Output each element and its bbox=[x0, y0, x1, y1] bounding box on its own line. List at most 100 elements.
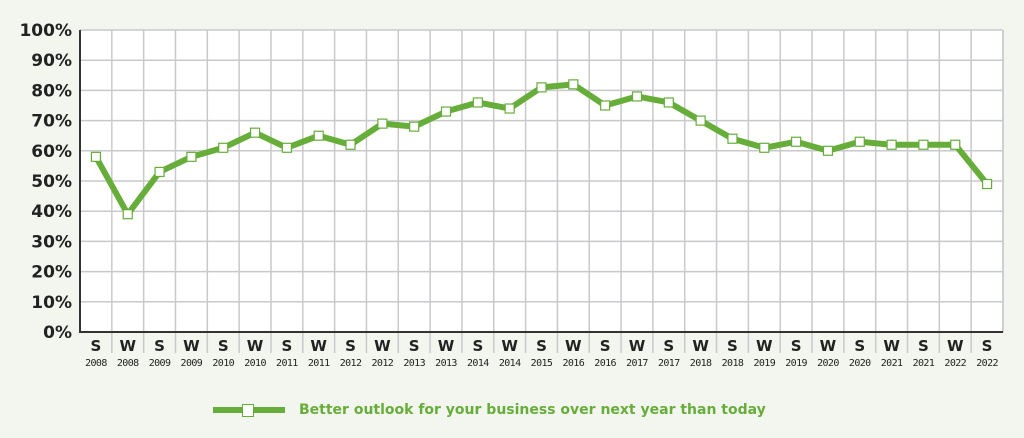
x-tick-year: 2020 bbox=[817, 358, 839, 369]
x-tick-year: 2016 bbox=[562, 358, 584, 369]
x-tick-season: W bbox=[374, 337, 391, 355]
data-point-marker bbox=[695, 115, 706, 126]
x-tick-year: 2014 bbox=[467, 358, 489, 369]
x-tick-season: W bbox=[247, 337, 264, 355]
data-point-marker bbox=[345, 139, 356, 150]
x-axis-tick-labels: S 2008 W 2008 S 2009 W 2009 S 2010 W 2010 S 2011 W 2011… bbox=[85, 337, 999, 369]
data-point-marker bbox=[886, 139, 897, 150]
data-point-marker bbox=[281, 142, 292, 153]
data-point-marker bbox=[218, 142, 229, 153]
x-tick-season: S bbox=[918, 337, 929, 355]
x-tick-year: 2011 bbox=[308, 358, 330, 369]
data-point-marker bbox=[568, 79, 579, 90]
x-tick-year: 2016 bbox=[594, 358, 616, 369]
x-tick-season: S bbox=[472, 337, 483, 355]
data-point-marker bbox=[981, 178, 993, 190]
x-tick-year: 2019 bbox=[785, 358, 807, 369]
data-point-marker bbox=[727, 133, 738, 144]
x-tick-year: 2008 bbox=[117, 358, 139, 369]
y-tick-label: 90% bbox=[31, 51, 72, 71]
data-point-marker bbox=[313, 130, 324, 141]
legend-line-marker-icon bbox=[213, 400, 285, 420]
x-tick-year: 2022 bbox=[944, 358, 966, 369]
legend: Better outlook for your business over ne… bbox=[213, 398, 766, 422]
data-point-marker bbox=[791, 136, 802, 147]
data-point-marker bbox=[536, 82, 547, 93]
y-tick-label: 40% bbox=[31, 202, 72, 222]
y-tick-label: 70% bbox=[31, 112, 72, 132]
x-tick-season: S bbox=[154, 337, 165, 355]
x-tick-year: 2022 bbox=[976, 358, 998, 369]
x-tick-season: W bbox=[692, 337, 709, 355]
x-tick-season: S bbox=[281, 337, 292, 355]
x-tick-season: W bbox=[883, 337, 900, 355]
y-axis-tick-labels: 0% 10% 20% 30% 40% 50% 60% 70% 80% 90% 100% bbox=[19, 21, 72, 343]
data-point-marker bbox=[122, 209, 133, 220]
x-tick-year: 2013 bbox=[435, 358, 457, 369]
y-tick-label: 0% bbox=[43, 323, 72, 343]
data-point-marker bbox=[950, 139, 961, 150]
gridlines bbox=[80, 29, 1004, 353]
x-tick-season: S bbox=[345, 337, 356, 355]
x-tick-season: W bbox=[756, 337, 773, 355]
x-tick-year: 2021 bbox=[881, 358, 903, 369]
series-markers bbox=[90, 79, 993, 220]
x-tick-season: W bbox=[438, 337, 455, 355]
x-tick-season: W bbox=[119, 337, 136, 355]
data-point-marker bbox=[631, 91, 643, 102]
data-point-marker bbox=[154, 166, 165, 178]
x-tick-year: 2018 bbox=[690, 358, 712, 369]
x-tick-year: 2018 bbox=[722, 358, 744, 369]
x-tick-year: 2015 bbox=[531, 358, 553, 369]
x-tick-season: S bbox=[409, 337, 420, 355]
x-tick-year: 2017 bbox=[626, 358, 648, 369]
x-tick-season: W bbox=[183, 337, 200, 355]
data-point-marker bbox=[440, 106, 452, 117]
x-tick-year: 2010 bbox=[212, 358, 234, 369]
data-point-marker bbox=[663, 97, 674, 108]
data-point-marker bbox=[90, 151, 102, 162]
x-tick-season: S bbox=[982, 337, 993, 355]
x-tick-year: 2021 bbox=[913, 358, 935, 369]
x-tick-year: 2019 bbox=[753, 358, 775, 369]
y-tick-label: 60% bbox=[31, 142, 72, 162]
y-tick-label: 20% bbox=[31, 263, 72, 283]
x-tick-year: 2009 bbox=[181, 358, 203, 369]
data-point-marker bbox=[186, 151, 197, 162]
y-tick-label: 30% bbox=[31, 232, 72, 252]
x-tick-year: 2012 bbox=[340, 358, 362, 369]
x-tick-year: 2008 bbox=[85, 358, 107, 369]
data-point-marker bbox=[504, 103, 515, 114]
data-point-marker bbox=[918, 139, 929, 150]
x-tick-season: S bbox=[727, 337, 738, 355]
x-tick-season: S bbox=[218, 337, 229, 355]
data-point-marker bbox=[472, 97, 483, 108]
data-point-marker bbox=[822, 145, 834, 156]
x-tick-season: W bbox=[501, 337, 518, 355]
x-tick-year: 2009 bbox=[149, 358, 171, 369]
x-tick-year: 2017 bbox=[658, 358, 680, 369]
x-tick-year: 2011 bbox=[276, 358, 298, 369]
x-tick-season: W bbox=[310, 337, 327, 355]
x-tick-season: W bbox=[820, 337, 837, 355]
data-point-marker bbox=[759, 142, 770, 153]
x-tick-season: S bbox=[600, 337, 611, 355]
x-tick-season: S bbox=[791, 337, 802, 355]
x-tick-season: S bbox=[536, 337, 547, 355]
x-tick-year: 2012 bbox=[372, 358, 394, 369]
y-tick-label: 100% bbox=[19, 21, 72, 41]
x-tick-year: 2014 bbox=[499, 358, 521, 369]
x-tick-season: W bbox=[565, 337, 582, 355]
x-tick-year: 2010 bbox=[244, 358, 266, 369]
data-point-marker bbox=[409, 121, 420, 132]
legend-label: Better outlook for your business over ne… bbox=[299, 402, 766, 418]
x-tick-season: S bbox=[663, 337, 674, 355]
x-tick-season: W bbox=[947, 337, 964, 355]
data-point-marker bbox=[854, 136, 865, 147]
data-point-marker bbox=[249, 127, 261, 138]
y-tick-label: 80% bbox=[31, 81, 72, 101]
data-point-marker bbox=[600, 100, 611, 111]
x-tick-year: 2020 bbox=[849, 358, 871, 369]
x-tick-season: S bbox=[91, 337, 102, 355]
